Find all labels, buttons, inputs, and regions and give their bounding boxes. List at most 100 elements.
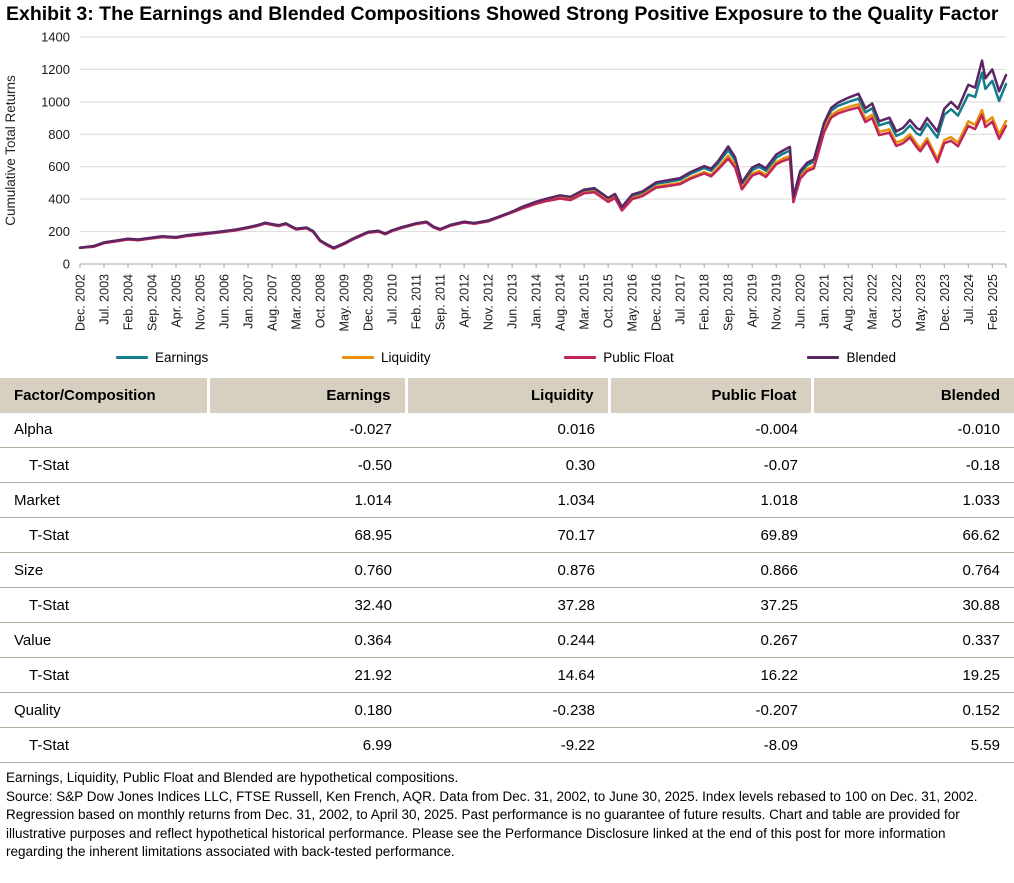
y-tick-label: 1400 — [41, 29, 70, 44]
table-cell: 1.033 — [812, 482, 1014, 518]
y-tick-label: 400 — [48, 191, 70, 206]
table-cell: -9.22 — [406, 727, 609, 763]
x-tick-label: May. 2016 — [626, 273, 640, 330]
x-tick-label: Jul. 2024 — [962, 273, 976, 324]
table-row-t-stat: T-Stat 21.92 14.64 16.22 19.25 — [0, 657, 1014, 693]
table-cell: 66.62 — [812, 517, 1014, 553]
table-cell: -8.09 — [609, 727, 812, 763]
table-cell: 0.760 — [208, 552, 406, 588]
column-header-factor-composition: Factor/Composition — [0, 377, 208, 413]
y-tick-label: 200 — [48, 224, 70, 239]
x-tick-label: Jun. 2013 — [506, 273, 520, 328]
table-cell: -0.207 — [609, 692, 812, 728]
row-label: T-Stat — [0, 447, 208, 483]
legend-label: Public Float — [603, 350, 674, 365]
legend-swatch-earnings — [116, 355, 148, 360]
table-cell: -0.010 — [812, 412, 1014, 448]
x-tick-label: Nov. 2019 — [770, 273, 784, 329]
y-axis-title: Cumulative Total Returns — [3, 74, 18, 225]
table-cell: 19.25 — [812, 657, 1014, 693]
legend-label: Earnings — [155, 350, 209, 365]
table-cell: 68.95 — [208, 517, 406, 553]
x-tick-label: Aug. 2007 — [266, 273, 280, 330]
footnote-compositions: Earnings, Liquidity, Public Float and Bl… — [6, 770, 459, 785]
chart-legend: Earnings Liquidity Public Float Blended — [0, 347, 1014, 369]
table-cell: 1.014 — [208, 482, 406, 518]
legend-swatch-public-float — [564, 355, 597, 360]
footnotes: Earnings, Liquidity, Public Float and Bl… — [0, 763, 1014, 862]
series-line-blended — [78, 58, 1008, 249]
x-tick-label: Feb. 2004 — [122, 273, 136, 329]
x-tick-label: Sep. 2004 — [146, 273, 160, 330]
row-label: Alpha — [0, 412, 208, 448]
legend-item-liquidity: Liquidity — [341, 350, 431, 365]
row-label: T-Stat — [0, 517, 208, 553]
table-row-t-stat: T-Stat -0.50 0.30 -0.07 -0.18 — [0, 447, 1014, 483]
table-cell: 21.92 — [208, 657, 406, 693]
x-tick-label: Mar. 2015 — [578, 273, 592, 329]
x-tick-label: Nov. 2012 — [482, 273, 496, 329]
row-label: Market — [0, 482, 208, 518]
table-row-value: Value 0.364 0.244 0.267 0.337 — [0, 622, 1014, 658]
row-label: Size — [0, 552, 208, 588]
x-tick-label: Jul. 2017 — [674, 273, 688, 324]
exhibit-page: Exhibit 3: The Earnings and Blended Comp… — [0, 3, 1014, 862]
x-tick-label: Jun. 2020 — [794, 273, 808, 328]
series-line-public-float — [78, 105, 1008, 250]
table-cell: -0.238 — [406, 692, 609, 728]
table-row-t-stat: T-Stat 68.95 70.17 69.89 66.62 — [0, 517, 1014, 553]
x-tick-label: Feb. 2011 — [410, 273, 424, 328]
row-label: T-Stat — [0, 727, 208, 763]
x-tick-label: Apr. 2005 — [170, 273, 184, 327]
x-tick-label: Sep. 2018 — [722, 273, 736, 330]
x-tick-label: Dec. 2016 — [650, 273, 664, 330]
row-label: Quality — [0, 692, 208, 728]
table-cell: 0.180 — [208, 692, 406, 728]
x-tick-label: Jan. 2021 — [818, 273, 832, 328]
table-cell: 16.22 — [609, 657, 812, 693]
legend-label: Blended — [846, 350, 896, 365]
table-cell: -0.50 — [208, 447, 406, 483]
table-cell: 0.337 — [812, 622, 1014, 658]
y-tick-label: 1000 — [41, 94, 70, 109]
row-label: T-Stat — [0, 587, 208, 623]
footnote-source-disclosure: Source: S&P Dow Jones Indices LLC, FTSE … — [6, 788, 978, 860]
table-cell: -0.004 — [609, 412, 812, 448]
table-cell: 32.40 — [208, 587, 406, 623]
cumulative-returns-chart: 0 200 400 600 800 1000 1200 1400 Cumulative Tota… — [0, 29, 1014, 347]
table-cell: 5.59 — [812, 727, 1014, 763]
table-header: Factor/Composition Earnings Liquidity Publi… — [0, 377, 1014, 413]
table-cell: 6.99 — [208, 727, 406, 763]
table-row-t-stat: T-Stat 6.99 -9.22 -8.09 5.59 — [0, 727, 1014, 763]
table-cell: -0.07 — [609, 447, 812, 483]
legend-item-public-float: Public Float — [564, 350, 674, 365]
table-cell: 0.764 — [812, 552, 1014, 588]
column-header-earnings: Earnings — [206, 377, 406, 413]
column-header-blended: Blended — [810, 377, 1014, 413]
x-tick-label: Mar. 2022 — [866, 273, 880, 329]
table-row-t-stat: T-Stat 32.40 37.28 37.25 30.88 — [0, 587, 1014, 623]
table-cell: 69.89 — [609, 517, 812, 553]
table-cell: 1.018 — [609, 482, 812, 518]
table-cell: -0.18 — [812, 447, 1014, 483]
x-tick-label: Oct. 2015 — [602, 273, 616, 327]
table-row-market: Market 1.014 1.034 1.018 1.033 — [0, 482, 1014, 518]
x-tick-label: Jan. 2007 — [242, 273, 256, 328]
x-tick-label: Mar. 2008 — [290, 273, 304, 329]
row-label: T-Stat — [0, 657, 208, 693]
page-title: Exhibit 3: The Earnings and Blended Comp… — [6, 3, 999, 25]
column-header-public-float: Public Float — [607, 377, 812, 413]
row-label: Value — [0, 622, 208, 658]
table-row-quality: Quality 0.180 -0.238 -0.207 0.152 — [0, 692, 1014, 728]
x-tick-label: Dec. 2009 — [362, 273, 376, 330]
x-tick-label: Sep. 2011 — [434, 273, 448, 329]
x-tick-label: Aug. 2014 — [554, 273, 568, 330]
table-cell: 37.28 — [406, 587, 609, 623]
series-line-earnings — [78, 70, 1008, 250]
table-cell: 0.244 — [406, 622, 609, 658]
x-tick-label: Apr. 2012 — [458, 273, 472, 327]
x-tick-label: Aug. 2021 — [842, 273, 856, 330]
x-tick-label: Nov. 2005 — [194, 273, 208, 329]
x-tick-label: Feb. 2025 — [986, 273, 1000, 329]
x-tick-label: Oct. 2008 — [314, 273, 328, 327]
